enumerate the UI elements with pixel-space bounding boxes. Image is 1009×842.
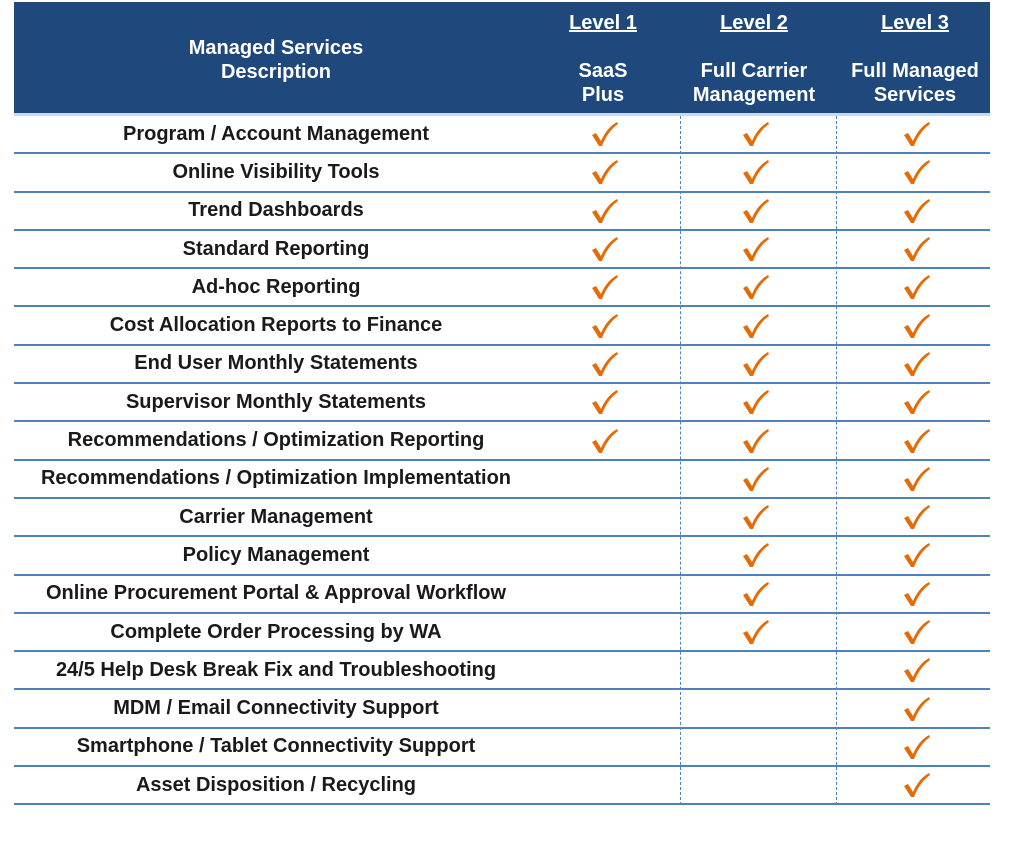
checkmark-icon xyxy=(743,390,769,415)
table-row: Carrier Management xyxy=(14,499,990,538)
checkmark-icon xyxy=(743,122,769,147)
table-row: Smartphone / Tablet Connectivity Support xyxy=(14,729,990,768)
service-description: Standard Reporting xyxy=(182,237,370,260)
checkmark-icon xyxy=(904,773,930,798)
service-description: Trend Dashboards xyxy=(188,199,364,222)
service-description: Ad-hoc Reporting xyxy=(191,275,361,298)
checkmark-icon xyxy=(743,466,769,491)
checkmark-icon xyxy=(904,620,930,644)
table-row: Policy Management xyxy=(14,537,990,576)
checkmark-icon xyxy=(904,275,930,300)
description-column-header: Managed Services Description xyxy=(14,2,538,113)
checkmark-icon xyxy=(904,696,930,721)
checkmark-icon xyxy=(904,428,930,453)
level-1-name: SaaS Plus xyxy=(578,60,628,106)
service-description: Asset Disposition / Recycling xyxy=(135,773,417,796)
checkmark-icon xyxy=(904,198,930,223)
level-2-label: Level 2 xyxy=(720,12,788,34)
table-row: Recommendations / Optimization Implement… xyxy=(14,461,990,499)
checkmark-icon xyxy=(904,351,930,376)
table-row: MDM / Email Connectivity Support xyxy=(14,690,990,729)
checkmark-icon xyxy=(592,313,618,338)
table-body: Program / Account Management Online Visib… xyxy=(14,116,990,806)
level-2-name: Full Carrier Management xyxy=(692,60,816,106)
table-row: Cost Allocation Reports to Finance xyxy=(14,307,990,346)
checkmark-icon xyxy=(743,351,769,376)
checkmark-icon xyxy=(743,275,769,300)
checkmark-icon xyxy=(904,658,930,683)
description-header-label: Managed Services Description xyxy=(188,37,364,83)
table-row: End User Monthly Statements xyxy=(14,346,990,385)
checkmark-icon xyxy=(904,505,930,530)
service-description: MDM / Email Connectivity Support xyxy=(113,697,439,720)
service-description: Smartphone / Tablet Connectivity Support xyxy=(76,735,476,758)
checkmark-icon xyxy=(904,390,930,415)
service-description: Cost Allocation Reports to Finance xyxy=(109,314,443,337)
checkmark-icon xyxy=(904,160,930,185)
table-row: Complete Order Processing by WA xyxy=(14,614,990,653)
checkmark-icon xyxy=(743,543,769,568)
table-row: Ad-hoc Reporting xyxy=(14,269,990,308)
table-row: Asset Disposition / Recycling xyxy=(14,767,990,806)
service-description: Online Procurement Portal & Approval Wor… xyxy=(45,582,507,605)
level-3-name: Full Managed Services xyxy=(851,60,979,106)
checkmark-icon xyxy=(743,505,769,530)
table-row: Program / Account Management xyxy=(14,116,990,155)
table-row: Online Procurement Portal & Approval Wor… xyxy=(14,576,990,614)
checkmark-icon xyxy=(592,237,618,262)
services-comparison-table: Managed Services Description Level 1 Saa… xyxy=(14,2,990,806)
level-1-column-header: Level 1 SaaS Plus xyxy=(538,2,668,113)
checkmark-icon xyxy=(743,313,769,338)
table-header: Managed Services Description Level 1 Saa… xyxy=(14,2,990,116)
column-divider xyxy=(680,116,681,806)
service-description: Program / Account Management xyxy=(123,122,429,145)
service-description: Online Visibility Tools xyxy=(172,160,380,183)
checkmark-icon xyxy=(904,313,930,338)
checkmark-icon xyxy=(904,581,930,606)
service-description: Recommendations / Optimization Implement… xyxy=(40,467,512,490)
level-2-column-header: Level 2 Full Carrier Management xyxy=(668,2,840,113)
table-row: Standard Reporting xyxy=(14,231,990,270)
checkmark-icon xyxy=(904,543,930,568)
service-description: Recommendations / Optimization Reporting xyxy=(67,429,485,452)
checkmark-icon xyxy=(904,734,930,759)
service-description: Complete Order Processing by WA xyxy=(110,620,442,643)
service-description: Supervisor Monthly Statements xyxy=(125,390,427,413)
table-row: 24/5 Help Desk Break Fix and Troubleshoo… xyxy=(14,652,990,691)
checkmark-icon xyxy=(743,160,769,185)
checkmark-icon xyxy=(743,198,769,223)
table-row: Supervisor Monthly Statements xyxy=(14,384,990,423)
checkmark-icon xyxy=(904,237,930,262)
table-row: Recommendations / Optimization Reporting xyxy=(14,422,990,461)
checkmark-icon xyxy=(592,390,618,415)
checkmark-icon xyxy=(904,122,930,147)
service-description: Carrier Management xyxy=(179,505,373,528)
checkmark-icon xyxy=(743,428,769,453)
level-3-column-header: Level 3 Full Managed Services xyxy=(840,2,990,113)
service-description: 24/5 Help Desk Break Fix and Troubleshoo… xyxy=(55,658,497,681)
checkmark-icon xyxy=(743,237,769,262)
service-description: End User Monthly Statements xyxy=(134,352,418,375)
level-1-label: Level 1 xyxy=(569,12,637,34)
checkmark-icon xyxy=(592,122,618,147)
table-row: Trend Dashboards xyxy=(14,193,990,231)
checkmark-icon xyxy=(904,466,930,491)
service-description: Policy Management xyxy=(182,543,370,566)
checkmark-icon xyxy=(592,160,618,185)
column-divider xyxy=(836,116,837,806)
checkmark-icon xyxy=(592,351,618,376)
checkmark-icon xyxy=(743,581,769,606)
checkmark-icon xyxy=(592,428,618,453)
checkmark-icon xyxy=(592,198,618,223)
checkmark-icon xyxy=(743,620,769,644)
table-row: Online Visibility Tools xyxy=(14,154,990,193)
checkmark-icon xyxy=(592,275,618,300)
level-3-label: Level 3 xyxy=(881,12,949,34)
